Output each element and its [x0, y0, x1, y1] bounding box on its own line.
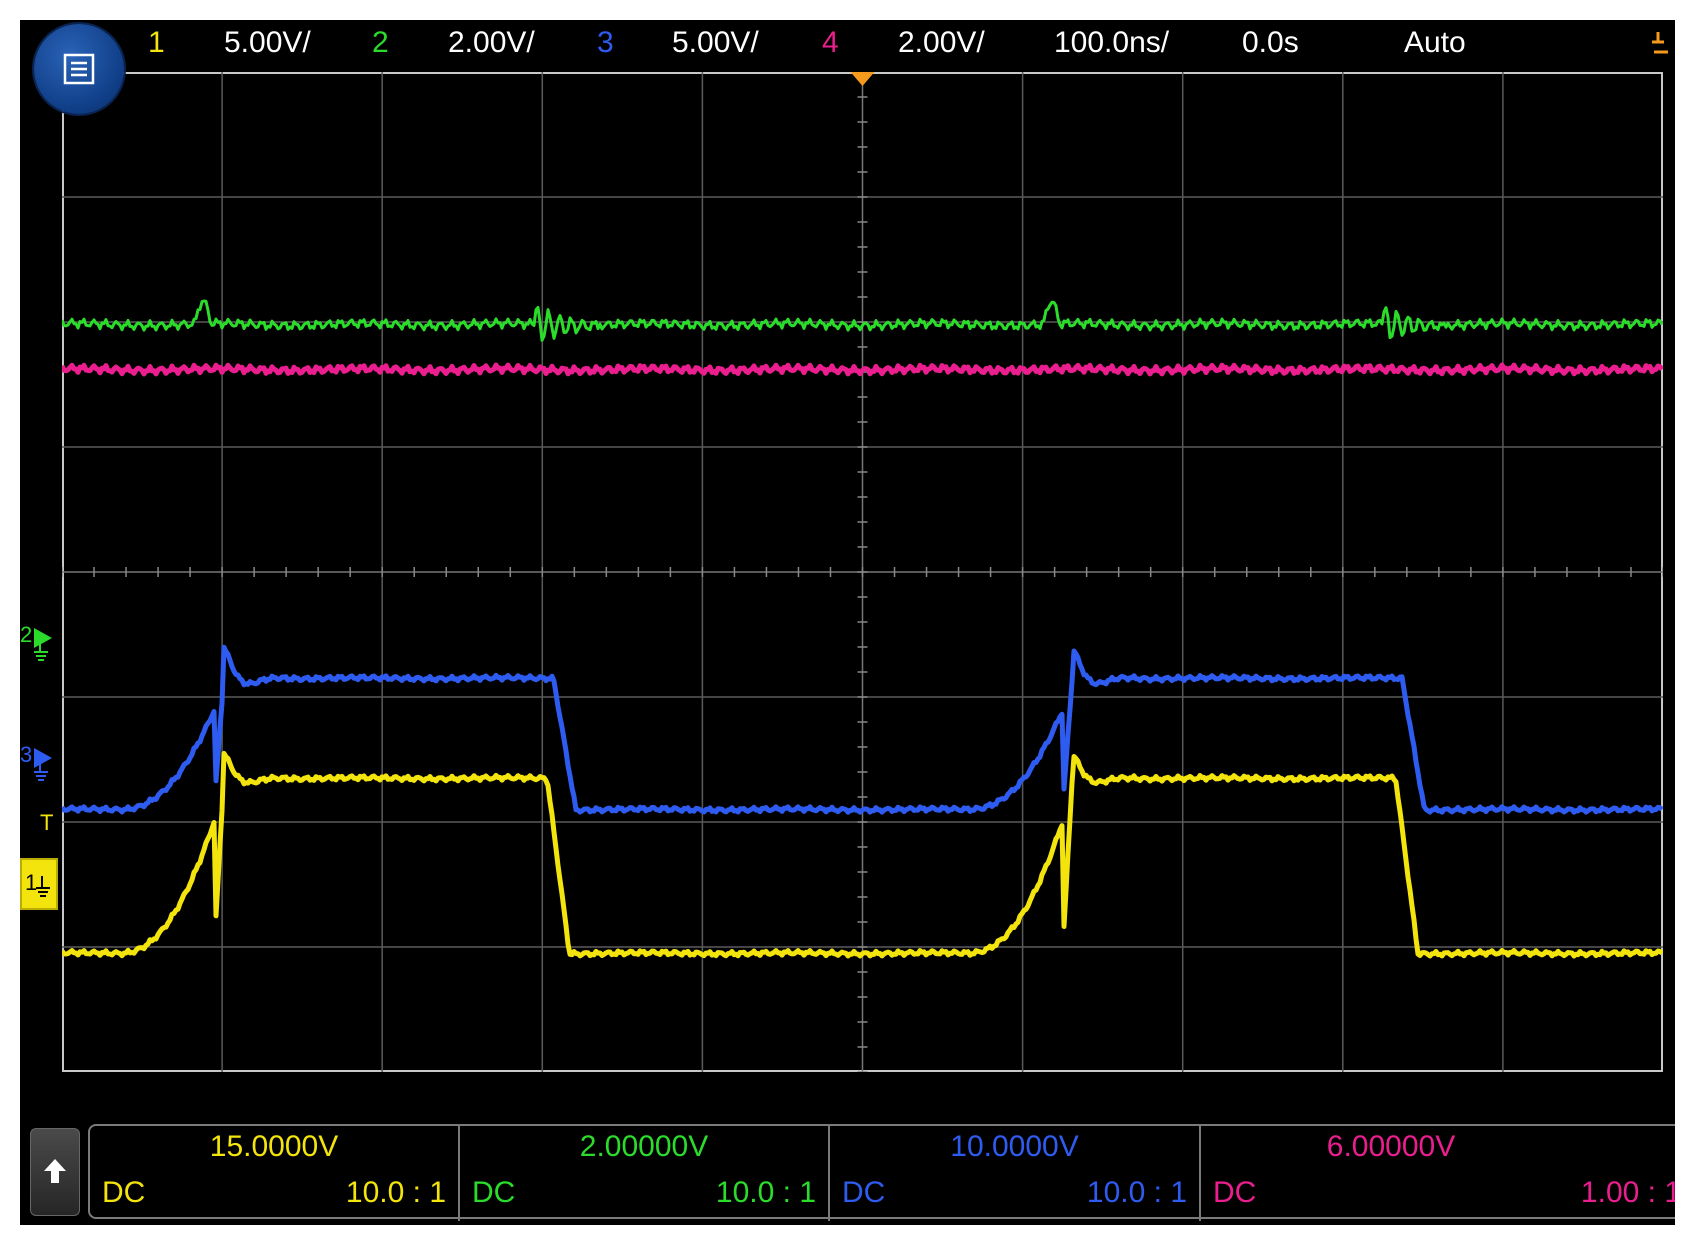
- ch4-probe: 1.00 : 1: [1580, 1176, 1675, 1209]
- waveform-graticule: [62, 72, 1663, 1072]
- status-bar: 1 5.00V/ 2 2.00V/ 3 5.00V/ 4 2.00V/ 100.…: [20, 20, 1675, 72]
- ch1-offset: 15.0000V: [209, 1130, 339, 1163]
- trigger-level-marker[interactable]: T: [40, 810, 53, 836]
- ch2-offset: 2.00000V: [579, 1130, 709, 1163]
- waveform-plot: [62, 72, 1663, 1072]
- ch2-ground-marker[interactable]: 2: [20, 622, 52, 661]
- ch2-number[interactable]: 2: [372, 26, 389, 59]
- ch3-offset: 10.0000V: [950, 1130, 1079, 1163]
- ground-icon: [36, 876, 50, 897]
- timebase[interactable]: 100.0ns/: [1054, 26, 1170, 59]
- ch3-probe: 10.0 : 1: [1086, 1176, 1187, 1209]
- trace-ch3: [62, 644, 1663, 815]
- ground-icon: [34, 628, 52, 661]
- ch4-scale[interactable]: 2.00V/: [898, 26, 985, 59]
- ch1-coupling: DC: [102, 1176, 146, 1209]
- delay[interactable]: 0.0s: [1242, 26, 1299, 59]
- ch1-ground-marker[interactable]: 1: [20, 858, 58, 910]
- scroll-up-button[interactable]: [30, 1128, 80, 1216]
- channel-info-panel: 15.0000V DC 10.0 : 1 2.00000V DC 10.0 : …: [20, 1072, 1675, 1225]
- trigger-edge-icon[interactable]: [1648, 28, 1674, 68]
- ch2-probe: 10.0 : 1: [715, 1176, 816, 1209]
- ch1-scale[interactable]: 5.00V/: [224, 26, 311, 59]
- ch2-coupling: DC: [472, 1176, 516, 1209]
- ch3-coupling: DC: [842, 1176, 886, 1209]
- arrow-up-icon: [44, 1159, 66, 1183]
- ch3-ground-marker[interactable]: 3: [20, 742, 52, 781]
- ch2-marker-label: 2: [20, 622, 33, 647]
- ch4-number[interactable]: 4: [822, 26, 839, 59]
- oscilloscope-screen: 1 5.00V/ 2 2.00V/ 3 5.00V/ 4 2.00V/ 100.…: [20, 20, 1675, 1225]
- menu-icon: [63, 53, 95, 85]
- ch1-marker-label: 1: [25, 870, 38, 895]
- ch3-marker-label: 3: [20, 742, 33, 767]
- ch3-scale[interactable]: 5.00V/: [672, 26, 759, 59]
- trigger-mode[interactable]: Auto: [1404, 26, 1466, 59]
- menu-button[interactable]: [34, 24, 124, 114]
- trigger-level-label: T: [40, 810, 54, 835]
- trigger-position-marker: [850, 72, 875, 86]
- ch1-number[interactable]: 1: [148, 26, 165, 59]
- channel-settings: 15.0000V DC 10.0 : 1 2.00000V DC 10.0 : …: [88, 1124, 1675, 1221]
- ch2-scale[interactable]: 2.00V/: [448, 26, 535, 59]
- trace-ch1: [62, 750, 1663, 959]
- ch4-coupling: DC: [1213, 1176, 1257, 1209]
- ch1-info[interactable]: 15.0000V DC 10.0 : 1: [90, 1126, 460, 1221]
- ch1-probe: 10.0 : 1: [345, 1176, 446, 1209]
- trace-ch2: [62, 299, 1663, 342]
- ground-icon: [34, 748, 52, 781]
- ch4-info[interactable]: 6.00000V DC 1.00 : 1: [1201, 1126, 1675, 1221]
- trace-ch4: [62, 362, 1663, 377]
- ch3-number[interactable]: 3: [597, 26, 614, 59]
- ch2-info[interactable]: 2.00000V DC 10.0 : 1: [460, 1126, 830, 1221]
- ch3-info[interactable]: 10.0000V DC 10.0 : 1: [830, 1126, 1201, 1221]
- ch4-offset: 6.00000V: [1326, 1130, 1456, 1163]
